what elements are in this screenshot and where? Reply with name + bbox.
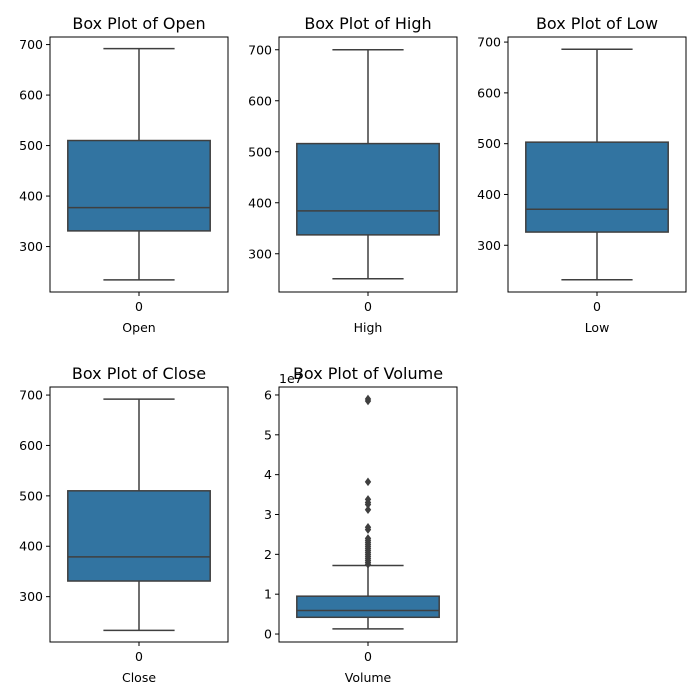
box-iqr — [296, 595, 440, 619]
x-axis-label: Open — [122, 320, 155, 335]
y-tick-label: 500 — [19, 488, 43, 503]
y-tick-label: 0 — [264, 627, 272, 642]
y-tick-label: 700 — [19, 37, 43, 52]
x-axis-label: Volume — [345, 670, 392, 685]
box-iqr — [296, 142, 440, 236]
panel-high: Box Plot of High 300 400 500 600 700 0 High — [248, 14, 458, 335]
y-tick-label: 600 — [19, 438, 43, 453]
box-iqr — [67, 139, 211, 232]
y-tick-label: 300 — [248, 246, 272, 261]
x-axis-label: Low — [585, 320, 610, 335]
outlier-point — [364, 505, 372, 514]
chart-title: Box Plot of High — [304, 14, 431, 33]
chart-title: Box Plot of Low — [536, 14, 658, 33]
y-tick-label: 6 — [264, 387, 272, 402]
y-tick-label: 400 — [248, 195, 272, 210]
chart-title: Box Plot of Volume — [293, 364, 443, 383]
x-tick-label: 0 — [364, 299, 372, 314]
y-tick-label: 700 — [19, 388, 43, 403]
panel-open: Box Plot of Open 300 400 500 600 700 0 Open — [19, 14, 229, 335]
x-axis-label: High — [354, 320, 383, 335]
x-tick-label: 0 — [135, 649, 143, 664]
y-tick-label: 2 — [264, 547, 272, 562]
outlier-point — [364, 394, 372, 404]
outlier-point — [364, 534, 372, 543]
y-tick-label: 700 — [477, 35, 501, 50]
y-tick-label: 700 — [248, 42, 272, 57]
box-iqr — [525, 141, 669, 233]
chart-title: Box Plot of Open — [72, 14, 205, 33]
y-tick-label: 300 — [19, 239, 43, 254]
axis-offset-text: 1e7 — [279, 371, 303, 386]
y-tick-label: 600 — [19, 88, 43, 103]
panel-close: Box Plot of Close 300 400 500 600 700 0 Close — [19, 364, 229, 685]
y-tick-label: 1 — [264, 587, 272, 602]
y-tick-label: 400 — [477, 187, 501, 202]
y-tick-label: 500 — [477, 136, 501, 151]
x-tick-label: 0 — [364, 649, 372, 664]
y-tick-label: 300 — [477, 238, 501, 253]
outlier-point — [364, 495, 372, 504]
chart-title: Box Plot of Close — [72, 364, 206, 383]
outlier-point — [364, 522, 372, 532]
y-tick-label: 600 — [248, 93, 272, 108]
y-tick-label: 4 — [264, 467, 272, 482]
x-axis-label: Close — [122, 670, 156, 685]
outlier-point — [364, 477, 372, 487]
y-tick-label: 400 — [19, 189, 43, 204]
y-tick-label: 600 — [477, 85, 501, 100]
y-tick-label: 3 — [264, 507, 272, 522]
y-tick-label: 5 — [264, 427, 272, 442]
y-tick-label: 500 — [248, 144, 272, 159]
y-tick-label: 500 — [19, 138, 43, 153]
x-tick-label: 0 — [135, 299, 143, 314]
y-tick-label: 400 — [19, 539, 43, 554]
x-tick-label: 0 — [593, 299, 601, 314]
y-tick-label: 300 — [19, 589, 43, 604]
panel-low: Box Plot of Low 300 400 500 600 700 0 Low — [477, 14, 687, 335]
box-iqr — [67, 490, 211, 582]
